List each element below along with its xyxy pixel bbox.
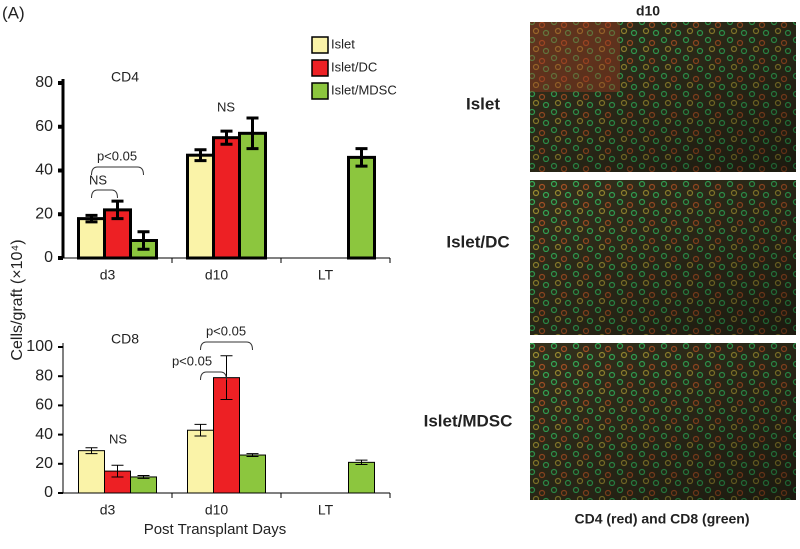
chart-title: CD4: [111, 69, 139, 85]
x-tick-label: d10: [205, 502, 229, 518]
error-bar: [355, 147, 368, 168]
error-bar: [85, 213, 98, 224]
bracket: [200, 341, 253, 351]
x-axis-label: Post Transplant Days: [144, 521, 287, 538]
legend-label: Islet/DC: [331, 59, 377, 74]
annotation: p<0.05: [206, 323, 246, 338]
bar: [78, 450, 105, 494]
bar: [186, 153, 215, 260]
x-tick-label: d3: [100, 502, 116, 518]
chart-title: CD8: [111, 331, 139, 347]
micrograph-region: [530, 22, 620, 92]
bar: [77, 217, 106, 260]
panel-label: (A): [2, 3, 25, 22]
legend-swatch: [311, 59, 329, 77]
bar: [187, 429, 214, 494]
error-bar: [111, 464, 124, 478]
y-axis-label: Cells/graft (×10⁴): [9, 239, 26, 360]
image-label: Islet/DC: [446, 232, 509, 251]
x-tick-label: d3: [100, 267, 116, 283]
legend-label: Islet/MDSC: [331, 82, 397, 97]
error-bar: [111, 199, 124, 221]
error-bar: [137, 230, 150, 251]
y-tick-label: 20: [35, 455, 53, 472]
y-tick-label: 0: [44, 249, 53, 266]
legend-label: Islet: [331, 36, 355, 51]
y-tick-label: 100: [26, 338, 53, 355]
y-tick-label: 40: [35, 426, 53, 443]
y-tick-label: 60: [35, 397, 53, 414]
annotation: NS: [89, 172, 107, 187]
annotation: p<0.05: [172, 353, 212, 368]
bar: [238, 131, 267, 260]
micrograph-shade: [530, 343, 796, 500]
bar: [212, 136, 241, 260]
bracket: [91, 166, 144, 176]
bracket: [91, 189, 118, 199]
bar: [348, 461, 375, 494]
error-bar: [355, 459, 368, 466]
bar: [130, 476, 157, 494]
error-bar: [137, 474, 150, 479]
annotation: NS: [217, 99, 235, 114]
y-tick-label: 40: [35, 162, 53, 179]
micrograph-shade: [530, 22, 796, 172]
annotation: p<0.05: [97, 148, 137, 163]
error-bar: [194, 148, 207, 163]
y-tick-label: 0: [44, 484, 53, 501]
error-bar: [246, 116, 259, 151]
x-tick-label: d10: [205, 267, 229, 283]
legend-swatch: [311, 82, 329, 100]
micrograph-shade: [530, 180, 796, 335]
image-caption: CD4 (red) and CD8 (green): [574, 511, 749, 527]
annotation: NS: [109, 431, 127, 446]
legend-swatch: [311, 36, 329, 54]
y-tick-label: 60: [35, 118, 53, 135]
image-label: Islet: [466, 94, 500, 113]
x-tick-label: LT: [318, 267, 334, 283]
bar: [347, 155, 376, 260]
y-tick-label: 80: [35, 367, 53, 384]
error-bar: [246, 453, 259, 457]
image-label: Islet/MDSC: [424, 411, 513, 430]
y-tick-label: 80: [35, 74, 53, 91]
y-tick-label: 20: [35, 205, 53, 222]
x-tick-label: LT: [318, 502, 334, 518]
bar: [239, 454, 266, 494]
error-bar: [85, 447, 98, 455]
image-header: d10: [636, 3, 660, 19]
error-bar: [220, 129, 233, 146]
bracket: [200, 371, 227, 381]
error-bar: [194, 423, 207, 437]
